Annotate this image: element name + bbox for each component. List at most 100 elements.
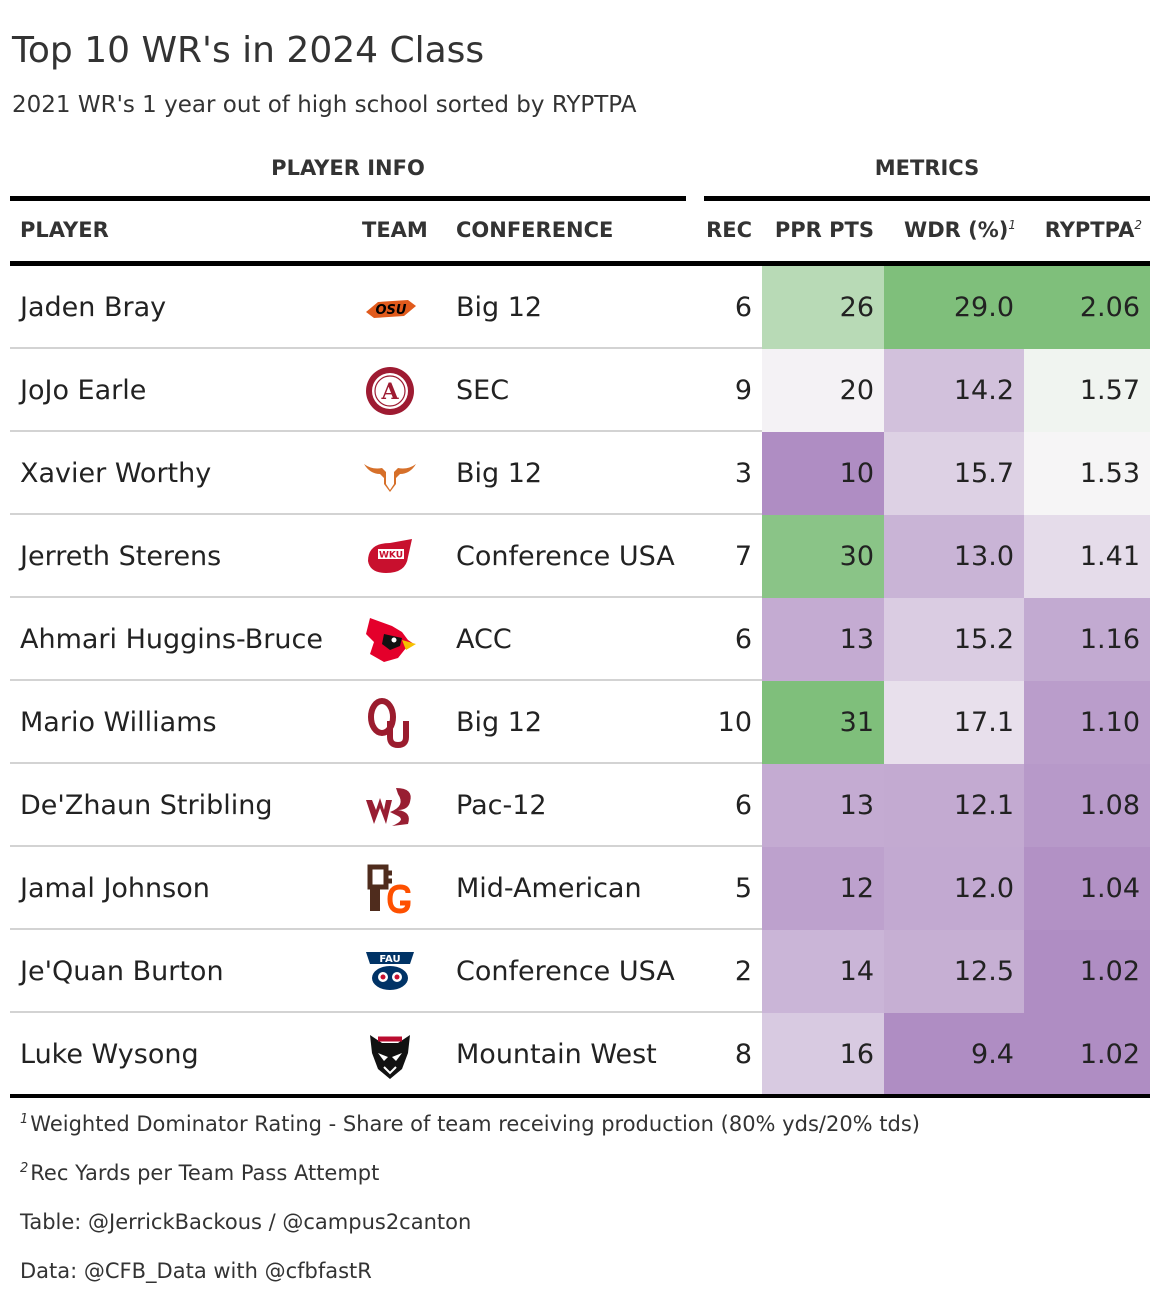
cell-ppr: 20 [762,349,884,432]
cell-player: Jamal Johnson [20,873,210,904]
louisville-logo [362,614,418,666]
cell-wdr: 12.1 [884,764,1024,847]
cell-player: Mario Williams [20,707,217,738]
cell-ppr: 30 [762,515,884,598]
bowling-green-logo [362,863,418,915]
cell-conference: Conference USA [456,956,675,987]
cell-wdr: 15.2 [884,598,1024,681]
table-bottom-rule [10,1094,1150,1098]
spanner-player-info: PLAYER INFO [271,156,425,180]
oklahoma-logo [362,697,418,749]
cell-rec: 8 [734,1039,752,1070]
cell-player: Jaden Bray [20,292,167,323]
cell-player: Je'Quan Burton [20,956,224,987]
cell-rec: 6 [734,292,752,323]
table-row: Jamal Johnson Mid-American 5 12 12.0 1.04 [10,847,1150,930]
table-row: Xavier Worthy Big 12 3 10 15.7 1.53 [10,432,1150,515]
col-header-rec: REC [706,218,752,242]
cell-ryptpa: 1.04 [1024,847,1150,930]
cell-ppr: 13 [762,764,884,847]
cell-conference: Mid-American [456,873,642,904]
footnote-2-text: Rec Yards per Team Pass Attempt [30,1161,380,1185]
cell-ryptpa: 1.02 [1024,930,1150,1013]
cell-conference: ACC [456,624,512,655]
col-header-ryptpa-footnote-mark: 2 [1134,218,1142,232]
cell-conference: Big 12 [456,458,543,489]
cell-player: Xavier Worthy [20,458,212,489]
cell-ryptpa: 1.08 [1024,764,1150,847]
table-row: Luke Wysong Mountain West 8 16 9.4 1.02 [10,1013,1150,1096]
cell-conference: Mountain West [456,1039,657,1070]
footnote-1-mark: 1 [20,1112,29,1127]
col-header-wdr: WDR (%)1 [884,218,1016,242]
cell-ppr: 13 [762,598,884,681]
cell-ryptpa: 2.06 [1024,266,1150,349]
col-header-wdr-footnote-mark: 1 [1008,218,1016,232]
cell-wdr: 17.1 [884,681,1024,764]
footnote-2: 2Rec Yards per Team Pass Attempt [20,1161,379,1185]
spanner-metrics: METRICS [874,156,980,180]
cell-ryptpa: 1.41 [1024,515,1150,598]
table-row: Jaden Bray OSU Big 12 6 26 29.0 2.06 [10,266,1150,349]
table-row: JoJo Earle A SEC 9 20 14.2 1.57 [10,349,1150,432]
new-mexico-logo [362,1029,418,1081]
western-kentucky-logo: WKU [362,531,418,583]
table-subtitle: 2021 WR's 1 year out of high school sort… [12,92,637,118]
cell-ryptpa: 1.16 [1024,598,1150,681]
table-row: Mario Williams Big 12 10 31 17.1 1.10 [10,681,1150,764]
alabama-logo: A [362,365,418,417]
cell-rec: 6 [734,790,752,821]
cell-ppr: 16 [762,1013,884,1096]
footnote-1: 1Weighted Dominator Rating - Share of te… [20,1112,920,1136]
col-header-team: TEAM [362,218,428,242]
cell-player: Ahmari Huggins-Bruce [20,624,323,655]
footnote-2-mark: 2 [20,1161,29,1176]
cell-wdr: 13.0 [884,515,1024,598]
cell-ppr: 14 [762,930,884,1013]
cell-ppr: 12 [762,847,884,930]
table-row: Je'Quan Burton FAU Conference USA 2 14 12.5 1.… [10,930,1150,1013]
cell-rec: 5 [734,873,752,904]
cell-rec: 9 [734,375,752,406]
cell-ryptpa: 1.10 [1024,681,1150,764]
cell-rec: 3 [734,458,752,489]
cell-ppr: 31 [762,681,884,764]
cell-wdr: 12.5 [884,930,1024,1013]
cell-rec: 6 [734,624,752,655]
source-note-table: Table: @JerrickBackous / @campus2canton [20,1210,472,1234]
table-row: Ahmari Huggins-Bruce ACC 6 13 15.2 1.16 [10,598,1150,681]
col-header-ryptpa: RYPTPA2 [1026,218,1142,242]
cell-ryptpa: 1.53 [1024,432,1150,515]
cell-player: JoJo Earle [20,375,147,406]
cell-player: Luke Wysong [20,1039,199,1070]
col-header-player: PLAYER [20,218,109,242]
cell-rec: 2 [734,956,752,987]
cell-rec: 10 [717,707,752,738]
cell-wdr: 15.7 [884,432,1024,515]
cell-conference: Conference USA [456,541,675,572]
cell-ppr: 26 [762,266,884,349]
table-row: Jerreth Sterens WKU Conference USA 7 30 13.0 1… [10,515,1150,598]
header-bottom-rule [10,261,1150,266]
svg-text:A: A [380,379,399,405]
spanner-rule-player-info [10,196,686,201]
table-row: De'Zhaun Stribling Pac-12 6 13 12.1 1.08 [10,764,1150,847]
florida-atlantic-logo: FAU [362,946,418,998]
svg-text:FAU: FAU [379,954,400,965]
cell-conference: SEC [456,375,510,406]
cell-wdr: 12.0 [884,847,1024,930]
cell-ryptpa: 1.02 [1024,1013,1150,1096]
cell-rec: 7 [734,541,752,572]
svg-text:WKU: WKU [379,551,403,561]
footnote-1-text: Weighted Dominator Rating - Share of tea… [30,1112,921,1136]
texas-logo [362,448,418,500]
source-note-data: Data: @CFB_Data with @cfbfastR [20,1259,372,1283]
cell-conference: Big 12 [456,292,543,323]
col-header-ryptpa-label: RYPTPA [1044,218,1135,242]
cell-conference: Big 12 [456,707,543,738]
cell-wdr: 9.4 [884,1013,1024,1096]
washington-state-logo [362,780,418,832]
svg-text:OSU: OSU [376,303,407,318]
cell-wdr: 14.2 [884,349,1024,432]
cell-wdr: 29.0 [884,266,1024,349]
